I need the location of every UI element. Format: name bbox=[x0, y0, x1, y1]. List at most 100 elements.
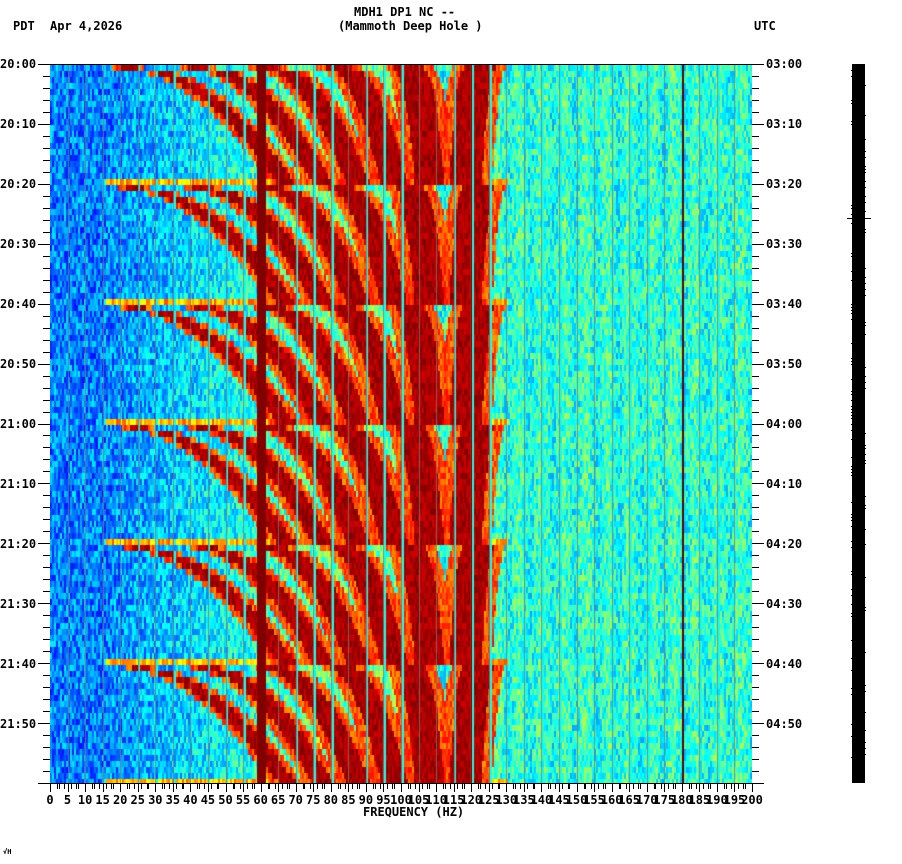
x-minor-tick bbox=[696, 783, 697, 789]
x-major-tick bbox=[226, 783, 227, 792]
x-tick-label: 5 bbox=[63, 793, 72, 807]
y-minor-tick-left bbox=[43, 352, 50, 353]
trace-jitter bbox=[865, 202, 866, 203]
trace-jitter bbox=[865, 463, 866, 464]
x-tick-label: 70 bbox=[288, 793, 303, 807]
x-minor-tick bbox=[204, 783, 205, 789]
y-minor-tick-right bbox=[752, 268, 759, 269]
x-minor-tick bbox=[743, 783, 744, 789]
trace-jitter bbox=[851, 103, 852, 104]
x-minor-tick bbox=[217, 783, 218, 789]
y-minor-tick-right bbox=[752, 639, 759, 640]
trace-jitter bbox=[865, 652, 866, 653]
x-major-tick bbox=[454, 783, 455, 792]
x-minor-tick bbox=[197, 783, 198, 789]
trace-jitter bbox=[851, 307, 852, 308]
x-tick-label: 25 bbox=[130, 793, 145, 807]
spectrogram-plot bbox=[50, 64, 752, 784]
trace-jitter bbox=[851, 574, 852, 575]
y-minor-tick-left bbox=[43, 76, 50, 77]
y-minor-tick-left bbox=[43, 495, 50, 496]
trace-jitter bbox=[851, 472, 852, 473]
x-minor-tick bbox=[478, 783, 479, 789]
x-minor-tick bbox=[450, 783, 451, 789]
x-minor-tick bbox=[738, 783, 739, 789]
trace-jitter bbox=[865, 382, 866, 383]
trace-jitter bbox=[851, 271, 852, 272]
x-tick-label: 200 bbox=[741, 793, 763, 807]
trace-jitter bbox=[865, 388, 866, 389]
trace-jitter bbox=[865, 169, 866, 170]
y-minor-tick-left bbox=[43, 316, 50, 317]
x-tick-label: 185 bbox=[688, 793, 711, 807]
x-minor-tick bbox=[387, 783, 388, 789]
x-minor-tick bbox=[620, 783, 621, 789]
trace-jitter bbox=[865, 460, 866, 461]
trace-jitter bbox=[865, 376, 866, 377]
trace-jitter bbox=[851, 400, 852, 401]
x-minor-tick bbox=[76, 783, 77, 789]
y-minor-tick-left bbox=[43, 687, 50, 688]
y-minor-tick-right bbox=[752, 615, 759, 616]
y-minor-tick-right bbox=[752, 88, 759, 89]
x-major-tick bbox=[524, 783, 525, 792]
x-minor-tick bbox=[134, 783, 135, 789]
y-minor-tick-left bbox=[43, 388, 50, 389]
x-minor-tick bbox=[464, 783, 465, 789]
trace-jitter bbox=[851, 658, 852, 659]
x-minor-tick bbox=[218, 783, 219, 789]
x-tick-label: 55 bbox=[235, 793, 251, 807]
y-minor-tick-left bbox=[43, 555, 50, 556]
y-minor-tick-right bbox=[752, 759, 759, 760]
x-minor-tick bbox=[485, 783, 486, 789]
x-minor-tick bbox=[357, 783, 358, 789]
y-minor-tick-right bbox=[752, 280, 759, 281]
x-minor-tick bbox=[141, 783, 142, 789]
x-major-tick bbox=[594, 783, 595, 792]
x-tick-label: 190 bbox=[706, 793, 728, 807]
y-tick-label-left: 21:30 bbox=[0, 597, 37, 611]
trace-jitter bbox=[865, 544, 866, 545]
x-tick-label: 180 bbox=[670, 793, 693, 807]
y-major-tick-left bbox=[38, 64, 50, 65]
x-minor-tick bbox=[603, 783, 604, 789]
x-minor-tick bbox=[745, 783, 746, 789]
trace-jitter bbox=[865, 577, 866, 578]
x-minor-tick bbox=[689, 783, 690, 789]
trace-jitter bbox=[865, 283, 866, 284]
trace-jitter bbox=[865, 277, 866, 278]
x-minor-tick bbox=[638, 783, 639, 789]
y-minor-tick-left bbox=[43, 567, 50, 568]
x-minor-tick bbox=[338, 783, 339, 789]
x-minor-tick bbox=[275, 783, 276, 789]
trace-jitter bbox=[865, 232, 866, 233]
x-minor-tick bbox=[169, 783, 170, 789]
x-minor-tick bbox=[520, 783, 521, 789]
right-timezone-label: UTC bbox=[754, 19, 776, 33]
x-tick-label: 150 bbox=[565, 793, 588, 807]
y-major-tick-right bbox=[752, 543, 764, 544]
y-tick-label-left: 21:10 bbox=[0, 477, 37, 491]
x-minor-tick bbox=[129, 783, 130, 789]
y-tick-label-left: 20:50 bbox=[0, 357, 37, 371]
x-minor-tick bbox=[345, 783, 346, 789]
trace-jitter bbox=[865, 295, 866, 296]
trace-jitter bbox=[865, 211, 866, 212]
y-minor-tick-right bbox=[752, 376, 759, 377]
y-tick-label-left: 21:00 bbox=[0, 417, 37, 431]
x-minor-tick bbox=[703, 783, 704, 789]
x-minor-tick bbox=[268, 783, 269, 789]
trace-jitter bbox=[851, 124, 852, 125]
y-minor-tick-left bbox=[43, 88, 50, 89]
x-minor-tick bbox=[127, 783, 128, 789]
y-minor-tick-left bbox=[43, 447, 50, 448]
trace-jitter bbox=[851, 310, 852, 311]
x-tick-label: 45 bbox=[200, 793, 216, 807]
x-minor-tick bbox=[533, 783, 534, 789]
y-tick-label-right: 04:30 bbox=[766, 597, 803, 611]
y-major-tick-right bbox=[752, 723, 764, 724]
x-major-tick bbox=[699, 783, 700, 792]
x-minor-tick bbox=[498, 783, 499, 789]
x-tick-label: 95 bbox=[376, 793, 391, 807]
x-minor-tick bbox=[673, 783, 674, 789]
